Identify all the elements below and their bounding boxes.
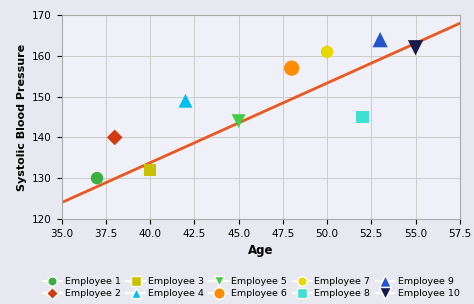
- Point: [182, 98, 189, 103]
- Point: [93, 176, 101, 181]
- Point: [412, 45, 419, 50]
- Point: [146, 168, 154, 172]
- Point: [111, 135, 118, 140]
- Point: [323, 50, 331, 54]
- Point: [376, 37, 384, 42]
- Point: [288, 66, 295, 71]
- Point: [359, 115, 366, 119]
- Legend: Employee 1, Employee 2, Employee 3, Employee 4, Employee 5, Employee 6, Employee: Employee 1, Employee 2, Employee 3, Empl…: [42, 277, 461, 299]
- Y-axis label: Systolic Blood Pressure: Systolic Blood Pressure: [17, 43, 27, 191]
- X-axis label: Age: Age: [248, 244, 273, 257]
- Point: [235, 119, 242, 123]
